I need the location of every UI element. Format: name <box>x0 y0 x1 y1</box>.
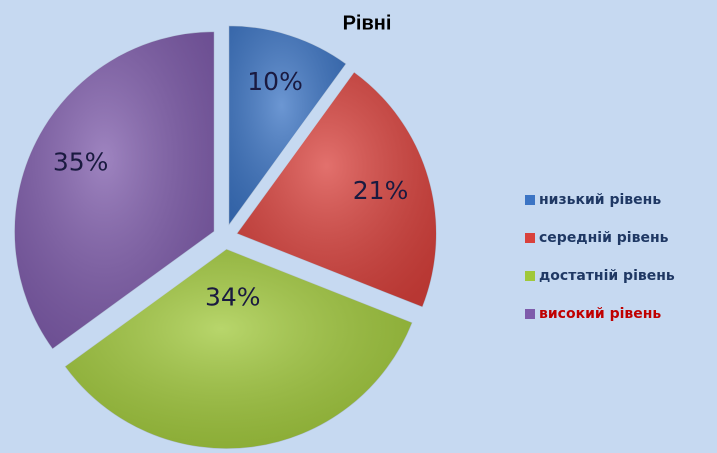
slice-shade <box>236 71 437 308</box>
chart-title: Рівні <box>343 12 392 34</box>
legend-label: високий рівень <box>539 306 661 322</box>
value-label: 10% <box>247 67 303 96</box>
legend-label: достатній рівень <box>539 268 675 284</box>
legend-swatch <box>525 195 535 205</box>
value-label: 35% <box>53 147 109 176</box>
slice-shade <box>228 25 347 226</box>
legend-swatch <box>525 309 535 319</box>
legend-label: низький рівень <box>539 192 661 208</box>
value-label: 34% <box>205 283 261 312</box>
slice-shade <box>14 31 215 350</box>
legend-swatch <box>525 233 535 243</box>
value-label: 21% <box>353 176 409 205</box>
legend-label: середній рівень <box>539 230 669 246</box>
slice-shade <box>64 248 413 449</box>
legend-swatch <box>525 271 535 281</box>
